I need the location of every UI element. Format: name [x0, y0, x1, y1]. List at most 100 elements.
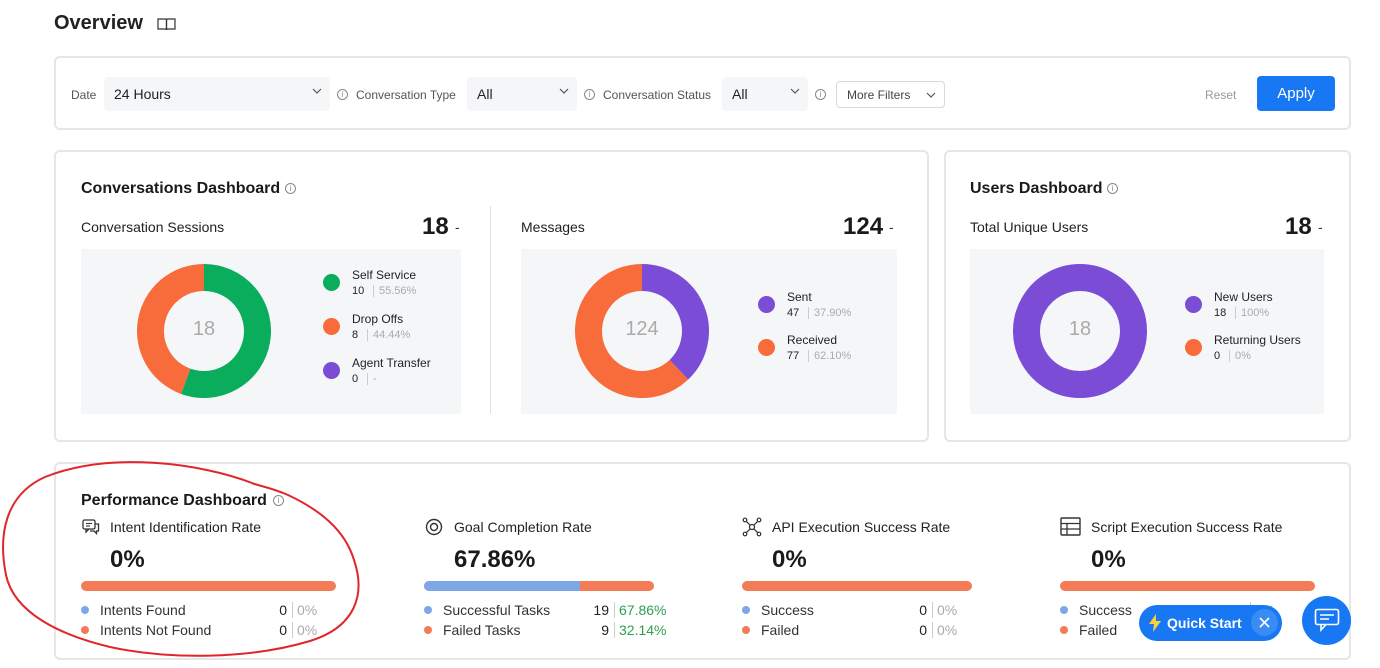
legend-dot-sent — [758, 296, 775, 313]
legend-dot-returning-users — [1185, 339, 1202, 356]
donut-segment-new-users[interactable] — [1013, 264, 1147, 398]
failed-dot — [742, 626, 750, 634]
donut-segment-sent[interactable] — [641, 264, 709, 380]
conversations-info-icon[interactable]: i — [285, 183, 296, 194]
metric-row-pct: 0% — [292, 622, 317, 638]
metric-row-label: Successful Tasks — [443, 602, 551, 618]
users-donut-chart — [1013, 264, 1147, 398]
date-filter-label: Date — [71, 88, 97, 102]
metric-row-label: Success — [1079, 602, 1132, 618]
metric-progress-bar — [1060, 581, 1315, 591]
legend-value-drop-offs: 8 — [352, 329, 359, 341]
reset-button[interactable]: Reset — [1205, 88, 1237, 102]
chat-icon — [1314, 608, 1340, 632]
date-info-icon[interactable]: i — [337, 89, 348, 100]
chevron-down-icon — [926, 92, 936, 98]
donut-segment-self-service[interactable] — [181, 264, 271, 398]
chat-support-button[interactable] — [1302, 596, 1351, 645]
date-select[interactable]: 24 Hours — [104, 77, 330, 111]
metric-row-count: 9 — [601, 622, 609, 638]
failed-dot — [424, 626, 432, 634]
users-dashboard-title: Users Dashboard — [970, 180, 1103, 197]
metric-title: API Execution Success Rate — [772, 519, 951, 535]
legend-value-agent-transfer: 0 — [352, 373, 359, 385]
legend-value-sent: 47 — [787, 307, 800, 319]
legend-label-agent-transfer: Agent Transfer — [352, 356, 431, 370]
metric-row-count: 0 — [279, 602, 287, 618]
success-dot — [1060, 606, 1068, 614]
metric-row-pct: 32.14% — [614, 622, 666, 638]
divider — [490, 206, 491, 414]
close-icon — [1259, 617, 1270, 628]
metric-row-count: 0 — [279, 622, 287, 638]
metric-row-count: 0 — [919, 602, 927, 618]
conversation-status-info-icon[interactable]: i — [815, 89, 826, 100]
legend-label-self-service: Self Service — [352, 268, 417, 282]
messages-total: 124 — [843, 213, 884, 240]
legend-pct-self-service: 55.56% — [373, 285, 416, 297]
page-title: Overview — [54, 12, 143, 34]
sessions-donut-chart — [137, 264, 271, 398]
metric-row-label: Intents Not Found — [100, 622, 212, 638]
conversation-sessions-change: - — [455, 219, 460, 235]
legend-pct-agent-transfer: - — [367, 373, 377, 385]
performance-dashboard-title: Performance Dashboard — [81, 492, 267, 509]
conversation-type-label: Conversation Type — [356, 88, 456, 102]
legend-value-received: 77 — [787, 350, 800, 362]
conversation-status-label: Conversation Status — [603, 88, 712, 102]
legend-dot-drop-offs — [323, 318, 340, 335]
metric-progress-bar — [424, 581, 654, 591]
chevron-down-icon — [790, 88, 800, 94]
metric-title: Goal Completion Rate — [454, 519, 592, 535]
donut-segment-drop-offs[interactable] — [137, 264, 205, 394]
conversation-sessions-label: Conversation Sessions — [81, 219, 225, 235]
metric-value: 0% — [772, 546, 807, 573]
quick-start-close-button[interactable] — [1251, 609, 1278, 636]
success-dot — [742, 606, 750, 614]
conversation-status-select[interactable]: All — [722, 77, 808, 111]
metric-row-label: Intents Found — [100, 602, 186, 618]
red-annotation-circle — [2, 461, 360, 657]
failed-dot — [81, 626, 89, 634]
legend-value-self-service: 10 — [352, 285, 365, 297]
legend-dot-received — [758, 339, 775, 356]
network-icon — [742, 517, 762, 537]
legend-pct-drop-offs: 44.44% — [367, 329, 410, 341]
metric-row-label: Failed — [1079, 622, 1118, 638]
chevron-down-icon — [312, 88, 322, 94]
messages-change: - — [889, 219, 894, 235]
metric-title: Script Execution Success Rate — [1091, 519, 1283, 535]
messages-label: Messages — [521, 219, 585, 235]
donut-segment-received[interactable] — [575, 264, 689, 398]
metric-value: 67.86% — [454, 546, 536, 573]
performance-info-icon[interactable]: i — [273, 495, 284, 506]
conversations-dashboard-title: Conversations Dashboard — [81, 180, 281, 197]
total-unique-users-value: 18 — [1285, 213, 1312, 240]
chat-bubbles-icon — [82, 519, 100, 535]
legend-label-sent: Sent — [787, 290, 812, 304]
legend-label-drop-offs: Drop Offs — [352, 312, 404, 326]
metric-value: 0% — [1091, 546, 1126, 573]
book-icon[interactable] — [157, 17, 176, 31]
metric-row-count: 19 — [593, 602, 609, 618]
metric-row-pct: 0% — [292, 602, 317, 618]
users-info-icon[interactable]: i — [1107, 183, 1118, 194]
filter-bar: Date 24 Hours i Conversation Type All i … — [54, 56, 1351, 130]
legend-label-new-users: New Users — [1214, 290, 1273, 304]
metric-row-label: Failed Tasks — [443, 622, 521, 638]
legend-label-returning-users: Returning Users — [1214, 333, 1301, 347]
more-filters-label: More Filters — [847, 88, 911, 102]
quick-start-label: Quick Start — [1167, 615, 1242, 631]
messages-donut-chart — [575, 264, 709, 398]
conversation-sessions-total: 18 — [422, 213, 449, 240]
metric-row-label: Failed — [761, 622, 800, 638]
metric-row-pct: 0% — [932, 602, 957, 618]
conversation-type-select[interactable]: All — [467, 77, 577, 111]
failed-dot — [1060, 626, 1068, 634]
script-table-icon — [1060, 517, 1081, 536]
legend-value-new-users: 18 — [1214, 307, 1227, 319]
more-filters-button[interactable]: More Filters — [836, 81, 945, 108]
apply-button[interactable]: Apply — [1257, 76, 1335, 111]
lightning-icon — [1149, 614, 1161, 632]
conversation-type-info-icon[interactable]: i — [584, 89, 595, 100]
